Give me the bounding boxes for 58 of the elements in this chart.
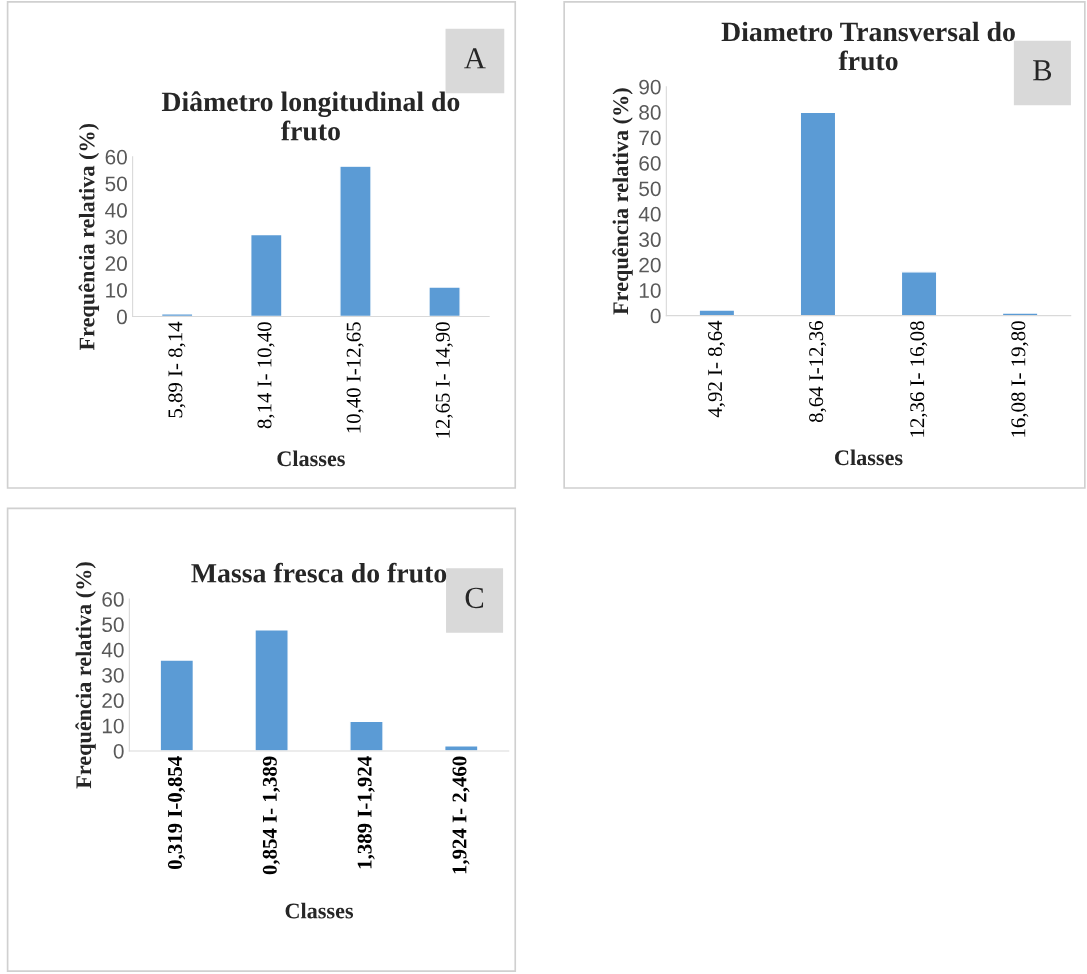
y-axis-title: Frequência relativa (%) [75, 562, 96, 789]
y-tick-label: 0 [113, 743, 124, 759]
annotation: C [465, 587, 484, 609]
y-tick-label: 50 [639, 181, 661, 197]
text: A [464, 48, 486, 69]
x-tick-label: 4,92 I- 8,64 [708, 320, 726, 418]
y-tick-label: 40 [638, 206, 661, 222]
bar [1001, 312, 1039, 316]
bar [339, 165, 372, 317]
bar [254, 629, 289, 751]
bar [159, 659, 195, 751]
y-tick-label: 10 [639, 283, 661, 298]
y-tick-label: 10 [102, 718, 124, 734]
y-tick-label: 30 [105, 229, 127, 245]
y-tick-label: 90 [639, 79, 661, 95]
y-tick-label: 0 [650, 308, 661, 324]
y-tick-label: 30 [102, 667, 124, 683]
x-tick-label: 12,65 I- 14,90 [435, 322, 453, 438]
bar [900, 271, 938, 316]
y-tick-label: 80 [639, 105, 661, 120]
y-tick-label: 40 [101, 642, 124, 658]
y-axis-title: Frequência relativa (%) [78, 123, 100, 351]
y-tick-label: 40 [105, 203, 127, 218]
y-tick-label: 60 [102, 592, 124, 607]
x-tick-label: 12,36 I- 16,08 [910, 321, 928, 437]
x-tick-label: 10,40 I-12,65 [346, 322, 364, 433]
text: B [1033, 60, 1052, 81]
y-tick-label: 60 [639, 155, 661, 171]
y-tick-label: 60 [105, 149, 127, 165]
x-tick-label: 8,14 I- 10,40 [257, 322, 275, 429]
y-tick-label: 20 [102, 693, 124, 709]
chart-title: Diametro Transversal do fruto [721, 21, 1015, 71]
x-tick-label: 8,64 I-12,36 [809, 321, 827, 423]
chart-title: Diâmetro longitudinal do fruto [161, 91, 460, 141]
x-tick-label: 0,854 I- 1,389 [262, 756, 280, 875]
chart-title: Massa fresca do fruto [191, 562, 447, 583]
bar [799, 111, 837, 316]
x-tick-label: 1,389 I-1,924 [357, 756, 375, 869]
y-tick-label: 50 [102, 617, 124, 633]
x-axis-title: Classes [285, 902, 354, 919]
x-tick-label: 1,924 I- 2,460 [452, 756, 470, 874]
y-tick-label: 20 [105, 256, 127, 272]
bar [349, 720, 384, 751]
y-tick-label: 0 [116, 309, 127, 325]
bar [428, 286, 461, 317]
x-tick-label: 0,319 I-0,854 [167, 756, 186, 870]
y-tick-label: 20 [639, 257, 661, 273]
x-axis-title: Classes [277, 450, 345, 467]
y-axis-title: Frequência relativa (%) [612, 88, 633, 315]
bar [698, 309, 736, 316]
x-tick-label: 16,08 I- 19,80 [1011, 321, 1029, 437]
y-tick-label: 30 [639, 232, 661, 248]
y-tick-label: 10 [106, 282, 127, 298]
bar [250, 233, 283, 317]
x-axis-title: Classes [835, 449, 903, 466]
y-tick-label: 50 [105, 176, 127, 192]
x-tick-label: 5,89 I- 8,14 [168, 321, 186, 418]
y-tick-label: 70 [639, 130, 661, 146]
